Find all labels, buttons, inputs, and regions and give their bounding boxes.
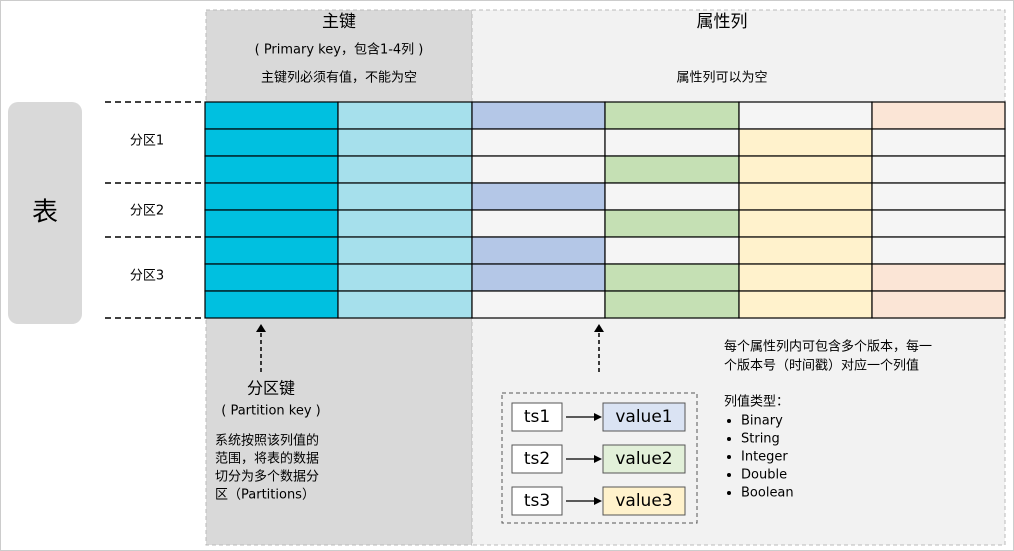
attr-title: 属性列 — [697, 12, 748, 32]
bullet — [727, 473, 731, 477]
ts-label: ts1 — [524, 407, 550, 427]
cell — [471, 236, 606, 265]
cell — [337, 182, 473, 211]
cell — [871, 290, 1006, 319]
ts-arrowhead — [594, 413, 602, 421]
types-title: 列值类型： — [724, 394, 789, 410]
cell — [471, 290, 606, 319]
version-box — [501, 392, 698, 524]
cell — [204, 182, 339, 211]
cell — [871, 101, 1006, 130]
cell — [337, 128, 473, 157]
cell — [604, 290, 740, 319]
bullet — [727, 455, 731, 459]
cell — [604, 263, 740, 292]
pk-desc: 切分为多个数据分 — [215, 469, 319, 485]
cell — [604, 236, 740, 265]
value-box — [602, 444, 686, 474]
type-item: Integer — [741, 450, 788, 465]
cell — [471, 128, 606, 157]
cell — [871, 263, 1006, 292]
cell — [471, 155, 606, 184]
cell — [337, 155, 473, 184]
ts-arrowhead — [594, 497, 602, 505]
cell — [471, 263, 606, 292]
cell — [738, 182, 873, 211]
timestamp-list: ts1 value1 ts2 value2 ts3 value3 — [511, 402, 686, 516]
bullet — [727, 491, 731, 495]
table-label: 表 — [32, 198, 58, 228]
cell — [871, 128, 1006, 157]
ts-arrowhead — [594, 455, 602, 463]
pk-key-subtitle: ( Partition key ) — [221, 404, 320, 419]
cell — [604, 155, 740, 184]
cell — [204, 263, 339, 292]
cell — [204, 290, 339, 319]
pk-desc: 范围，将表的数据 — [215, 451, 319, 467]
cell — [871, 236, 1006, 265]
cell — [471, 209, 606, 238]
arrows — [256, 324, 604, 372]
value-box — [602, 486, 686, 516]
pk-note: 主键列必须有值，不能为空 — [261, 70, 417, 86]
table-grid — [204, 101, 1006, 319]
cell — [871, 155, 1006, 184]
bullet — [727, 419, 731, 423]
value-label: value1 — [615, 407, 672, 427]
cell — [204, 101, 339, 130]
value-label: value3 — [615, 491, 672, 511]
value-box — [602, 402, 686, 432]
cell — [204, 128, 339, 157]
value-label: value2 — [615, 449, 672, 469]
partition-label: 分区3 — [130, 269, 164, 284]
type-item: Double — [741, 468, 787, 483]
cell — [604, 101, 740, 130]
ts-box — [511, 486, 563, 516]
cell — [738, 236, 873, 265]
pk-key-title: 分区键 — [247, 379, 295, 398]
bullet — [727, 437, 731, 441]
cell — [337, 101, 473, 130]
cell — [871, 209, 1006, 238]
cell — [604, 128, 740, 157]
cell — [337, 209, 473, 238]
type-item: Boolean — [741, 486, 794, 501]
ts-label: ts3 — [524, 491, 550, 511]
cell — [738, 290, 873, 319]
cell — [204, 236, 339, 265]
cell — [604, 209, 740, 238]
cell — [604, 182, 740, 211]
cell — [738, 155, 873, 184]
cell — [738, 263, 873, 292]
table-box — [8, 102, 82, 324]
pk-desc: 区（Partitions） — [215, 488, 315, 503]
cell — [204, 155, 339, 184]
pk-title: 主键 — [322, 12, 356, 32]
cell — [471, 101, 606, 130]
type-list: Binary String Integer Double Boolean — [727, 414, 794, 501]
pk-desc: 系统按照该列值的 — [215, 433, 319, 449]
type-item: String — [741, 432, 780, 447]
ts-box — [511, 444, 563, 474]
cell — [204, 209, 339, 238]
partition-label: 分区1 — [130, 134, 164, 149]
partition-lines — [105, 101, 205, 319]
ts-label: ts2 — [524, 449, 550, 469]
cell — [871, 182, 1006, 211]
attr-note: 属性列可以为空 — [676, 71, 767, 86]
cell — [337, 290, 473, 319]
ts-box — [511, 402, 563, 432]
cell — [471, 182, 606, 211]
cell — [337, 263, 473, 292]
version-desc: 每个属性列内可包含多个版本，每一 — [724, 339, 932, 355]
cell — [738, 101, 873, 130]
type-item: Binary — [741, 414, 783, 429]
cell — [738, 209, 873, 238]
partition-label: 分区2 — [130, 204, 164, 219]
cell — [738, 128, 873, 157]
pk-subtitle: ( Primary key，包含1-4列 ) — [255, 42, 424, 58]
version-desc: 个版本号（时间戳）对应一个列值 — [724, 358, 919, 374]
cell — [337, 236, 473, 265]
